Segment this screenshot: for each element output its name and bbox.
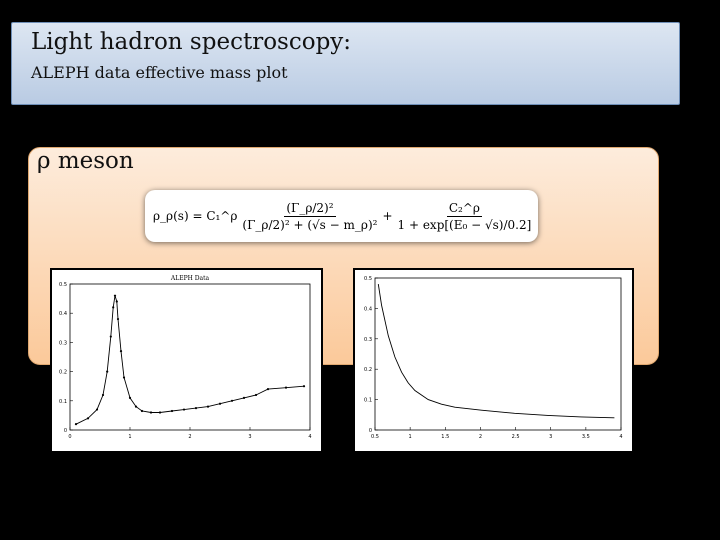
y-tick-label: 0 xyxy=(64,428,67,434)
data-point xyxy=(170,409,174,413)
x-tick-label: 0.5 xyxy=(371,434,379,440)
x-tick-label: 3 xyxy=(248,434,251,440)
y-tick-label: 0.2 xyxy=(364,367,372,373)
chart-title: ALEPH Data xyxy=(170,275,210,282)
y-tick-label: 0.3 xyxy=(364,337,372,343)
x-tick-label: 1.5 xyxy=(441,434,449,440)
data-point xyxy=(134,405,138,408)
formula-lhs: ρ_ρ(s) = C₁^ρ xyxy=(153,209,238,223)
continuum-chart: 0.5 1 1.5 2 2.5 3 3.5 4 0 0.1 0.2 0.3 0.4 0.5 xyxy=(364,276,623,440)
data-point xyxy=(113,294,117,297)
data-point xyxy=(206,405,210,408)
y-tick-label: 0.1 xyxy=(59,399,67,405)
y-tick-label: 0.4 xyxy=(364,306,372,312)
title-box: Light hadron spectroscopy: ALEPH data ef… xyxy=(11,22,680,105)
data-point xyxy=(242,396,246,399)
continuum-plot: 0.5 1 1.5 2 2.5 3 3.5 4 0 0.1 0.2 0.3 0.4 0.5 xyxy=(353,268,634,453)
formula-term1: (Γ_ρ/2)² (Γ_ρ/2)² + (√s − m_ρ)² xyxy=(240,201,379,232)
x-tick-label: 2 xyxy=(479,434,482,440)
formula-term2-den: 1 + exp[(E₀ − √s)/0.2] xyxy=(397,217,532,232)
x-tick-label: 3.5 xyxy=(582,434,590,440)
data-point xyxy=(284,386,288,389)
aleph-data-chart: ALEPH Data 0 1 2 3 4 0 0.1 0.2 0.3 0.4 0.5 xyxy=(59,275,312,440)
x-tick-label: 4 xyxy=(308,434,311,440)
data-point xyxy=(109,335,112,338)
data-point xyxy=(182,408,186,411)
formula: ρ_ρ(s) = C₁^ρ (Γ_ρ/2)² (Γ_ρ/2)² + (√s − … xyxy=(153,194,536,238)
x-tick-label: 1 xyxy=(128,434,131,440)
data-point xyxy=(95,408,99,411)
data-point xyxy=(122,376,126,379)
data-point xyxy=(158,411,162,414)
data-point xyxy=(254,393,258,397)
data-point xyxy=(149,411,153,414)
formula-term1-num: (Γ_ρ/2)² xyxy=(284,200,336,217)
x-tick-label: 2.5 xyxy=(512,434,520,440)
page-subtitle: ALEPH data effective mass plot xyxy=(31,63,288,82)
y-tick-label: 0.3 xyxy=(59,340,67,346)
data-point xyxy=(218,402,222,405)
data-point xyxy=(302,385,306,388)
aleph-data-plot: ALEPH Data 0 1 2 3 4 0 0.1 0.2 0.3 0.4 0.5 xyxy=(50,268,323,453)
data-point xyxy=(194,407,198,410)
y-tick-label: 0.5 xyxy=(59,282,67,288)
data-point xyxy=(116,317,120,321)
data-point xyxy=(106,370,109,373)
x-tick-label: 1 xyxy=(409,434,412,440)
data-point xyxy=(112,306,115,309)
plot-area xyxy=(69,283,311,431)
section-heading: ρ meson xyxy=(37,148,134,174)
plot-area xyxy=(374,277,622,431)
formula-term2-num: C₂^ρ xyxy=(446,200,482,217)
y-tick-label: 0.5 xyxy=(364,276,372,282)
y-tick-label: 0 xyxy=(369,428,372,434)
data-point xyxy=(119,350,123,353)
data-point xyxy=(230,399,234,402)
page-title: Light hadron spectroscopy: xyxy=(31,29,352,55)
formula-plus: + xyxy=(382,209,393,223)
series-line xyxy=(75,295,305,425)
x-tick-label: 0 xyxy=(68,434,71,440)
data-point xyxy=(266,388,270,391)
x-tick-label: 4 xyxy=(619,434,622,440)
data-point xyxy=(128,396,132,399)
y-tick-label: 0.2 xyxy=(59,370,67,376)
series-line xyxy=(377,284,615,419)
data-point xyxy=(74,423,78,426)
y-tick-label: 0.4 xyxy=(59,311,67,317)
x-tick-label: 3 xyxy=(549,434,552,440)
data-point xyxy=(140,409,144,413)
x-tick-label: 2 xyxy=(188,434,191,440)
data-point xyxy=(101,393,105,397)
formula-term2: C₂^ρ 1 + exp[(E₀ − √s)/0.2] xyxy=(396,201,534,232)
data-point xyxy=(115,300,118,303)
y-tick-label: 0.1 xyxy=(364,398,372,404)
formula-term1-den: (Γ_ρ/2)² + (√s − m_ρ)² xyxy=(242,217,378,232)
formula-box: ρ_ρ(s) = C₁^ρ (Γ_ρ/2)² (Γ_ρ/2)² + (√s − … xyxy=(145,190,538,242)
data-point xyxy=(86,417,90,420)
